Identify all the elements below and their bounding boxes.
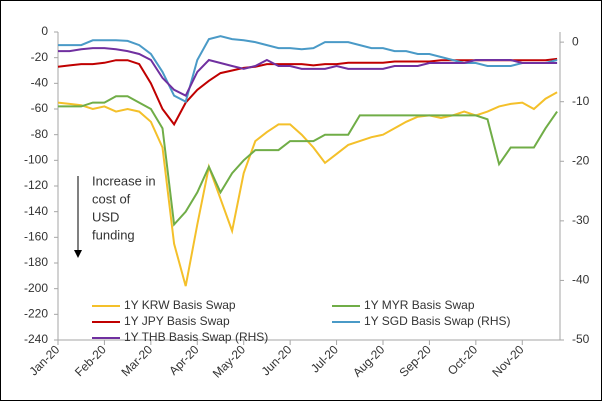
y-tick-label: -240	[24, 332, 48, 346]
y2-tick-label: 0	[572, 34, 579, 48]
y-tick-label: -140	[24, 204, 48, 218]
y-tick-label: -220	[24, 307, 48, 321]
y-tick-label: 0	[41, 24, 48, 38]
y-tick-label: -40	[31, 76, 49, 90]
annotation: funding	[92, 227, 135, 242]
annotation: cost of	[92, 191, 131, 206]
legend-label: 1Y MYR Basis Swap	[364, 298, 475, 312]
y-tick-label: -200	[24, 281, 48, 295]
y2-tick-label: -10	[572, 94, 590, 108]
y-tick-label: -120	[24, 178, 48, 192]
y-tick-label: -100	[24, 153, 48, 167]
y-tick-label: -160	[24, 230, 48, 244]
y-tick-label: -80	[31, 127, 49, 141]
series-line	[58, 95, 558, 227]
legend-label: 1Y THB Basis Swap (RHS)	[124, 330, 268, 344]
legend-label: 1Y JPY Basis Swap	[124, 314, 230, 328]
legend-label: 1Y KRW Basis Swap	[124, 298, 236, 312]
y-tick-label: -20	[31, 50, 49, 64]
annotation: USD	[92, 209, 119, 224]
y-tick-label: -180	[24, 255, 48, 269]
annotation-arrowhead	[74, 250, 82, 258]
y2-tick-label: -30	[572, 213, 590, 227]
y2-tick-label: -20	[572, 153, 590, 167]
series-line	[58, 47, 558, 98]
series-line	[58, 35, 558, 104]
y-tick-label: -60	[31, 101, 49, 115]
y2-tick-label: -40	[572, 273, 590, 287]
annotation: Increase in	[92, 173, 156, 188]
legend-label: 1Y SGD Basis Swap (RHS)	[364, 314, 511, 328]
y2-tick-label: -50	[572, 332, 590, 346]
